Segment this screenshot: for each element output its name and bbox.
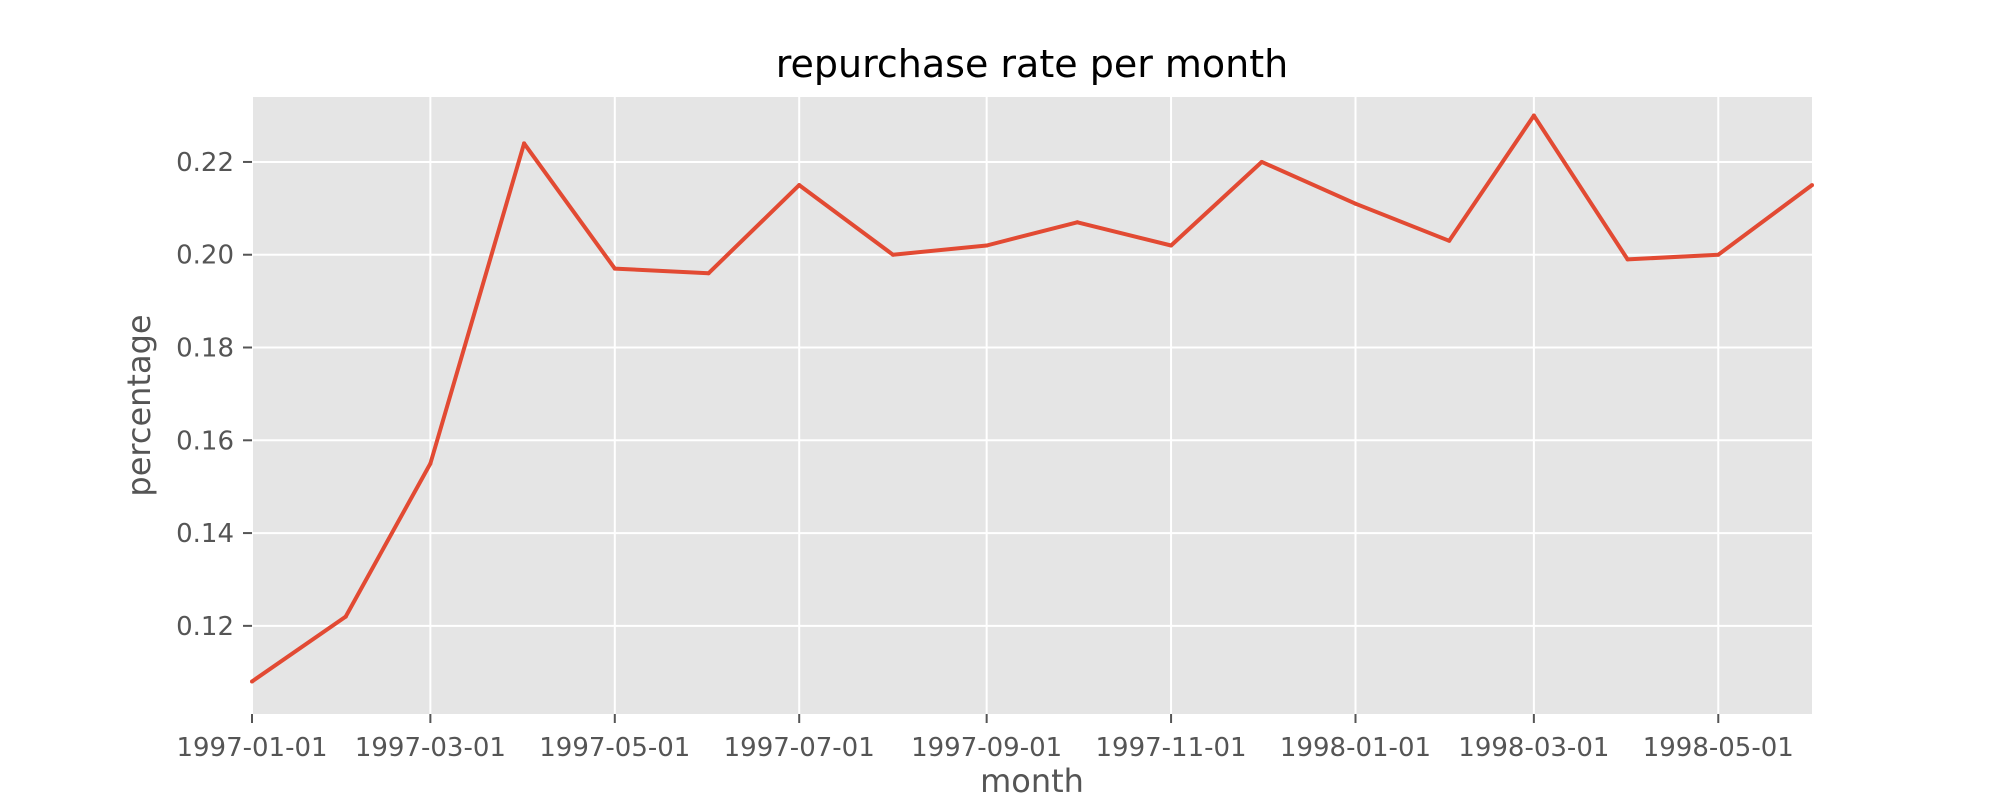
data-point: [1353, 201, 1358, 206]
y-tick-label: 0.14: [176, 519, 234, 549]
y-tick-label: 0.12: [176, 612, 234, 642]
data-point: [797, 183, 802, 188]
y-tick-label: 0.18: [176, 334, 234, 364]
x-tick-label: 1997-07-01: [724, 733, 875, 763]
data-point: [612, 266, 617, 271]
data-point: [706, 271, 711, 276]
x-tick-label: 1998-05-01: [1643, 733, 1794, 763]
x-tick-label: 1997-05-01: [539, 733, 690, 763]
data-point: [890, 252, 895, 257]
x-axis-label: month: [980, 762, 1084, 800]
data-point: [1259, 159, 1264, 164]
series-layer: [250, 113, 1814, 684]
x-tick-label: 1997-11-01: [1096, 733, 1247, 763]
data-point: [250, 679, 254, 684]
y-tick-label: 0.20: [176, 241, 234, 271]
plot-area: [252, 97, 1812, 714]
chart-title: repurchase rate per month: [776, 42, 1288, 86]
data-point: [1447, 238, 1452, 243]
data-point: [1810, 183, 1814, 188]
data-point: [1075, 220, 1080, 225]
data-point: [1625, 257, 1630, 262]
x-tick-label: 1998-01-01: [1280, 733, 1431, 763]
y-tick-label: 0.22: [176, 148, 234, 178]
data-point: [984, 243, 989, 248]
data-point: [1531, 113, 1536, 118]
data-point: [522, 141, 527, 146]
data-point: [1169, 243, 1174, 248]
data-point: [428, 461, 433, 466]
x-tick-label: 1998-03-01: [1458, 733, 1609, 763]
data-point: [343, 614, 348, 619]
data-point: [1716, 252, 1721, 257]
series-line: [250, 113, 1814, 684]
grid-lines: [251, 97, 1812, 714]
x-tick-label: 1997-01-01: [176, 733, 327, 763]
y-axis-label: percentage: [120, 314, 158, 496]
axis-ticks: 1997-01-01 1997-03-01 1997-05-01 1997-07-01…: [176, 148, 1794, 763]
x-tick-label: 1997-09-01: [911, 733, 1062, 763]
x-tick-label: 1997-03-01: [355, 733, 506, 763]
y-tick-label: 0.16: [176, 426, 234, 456]
